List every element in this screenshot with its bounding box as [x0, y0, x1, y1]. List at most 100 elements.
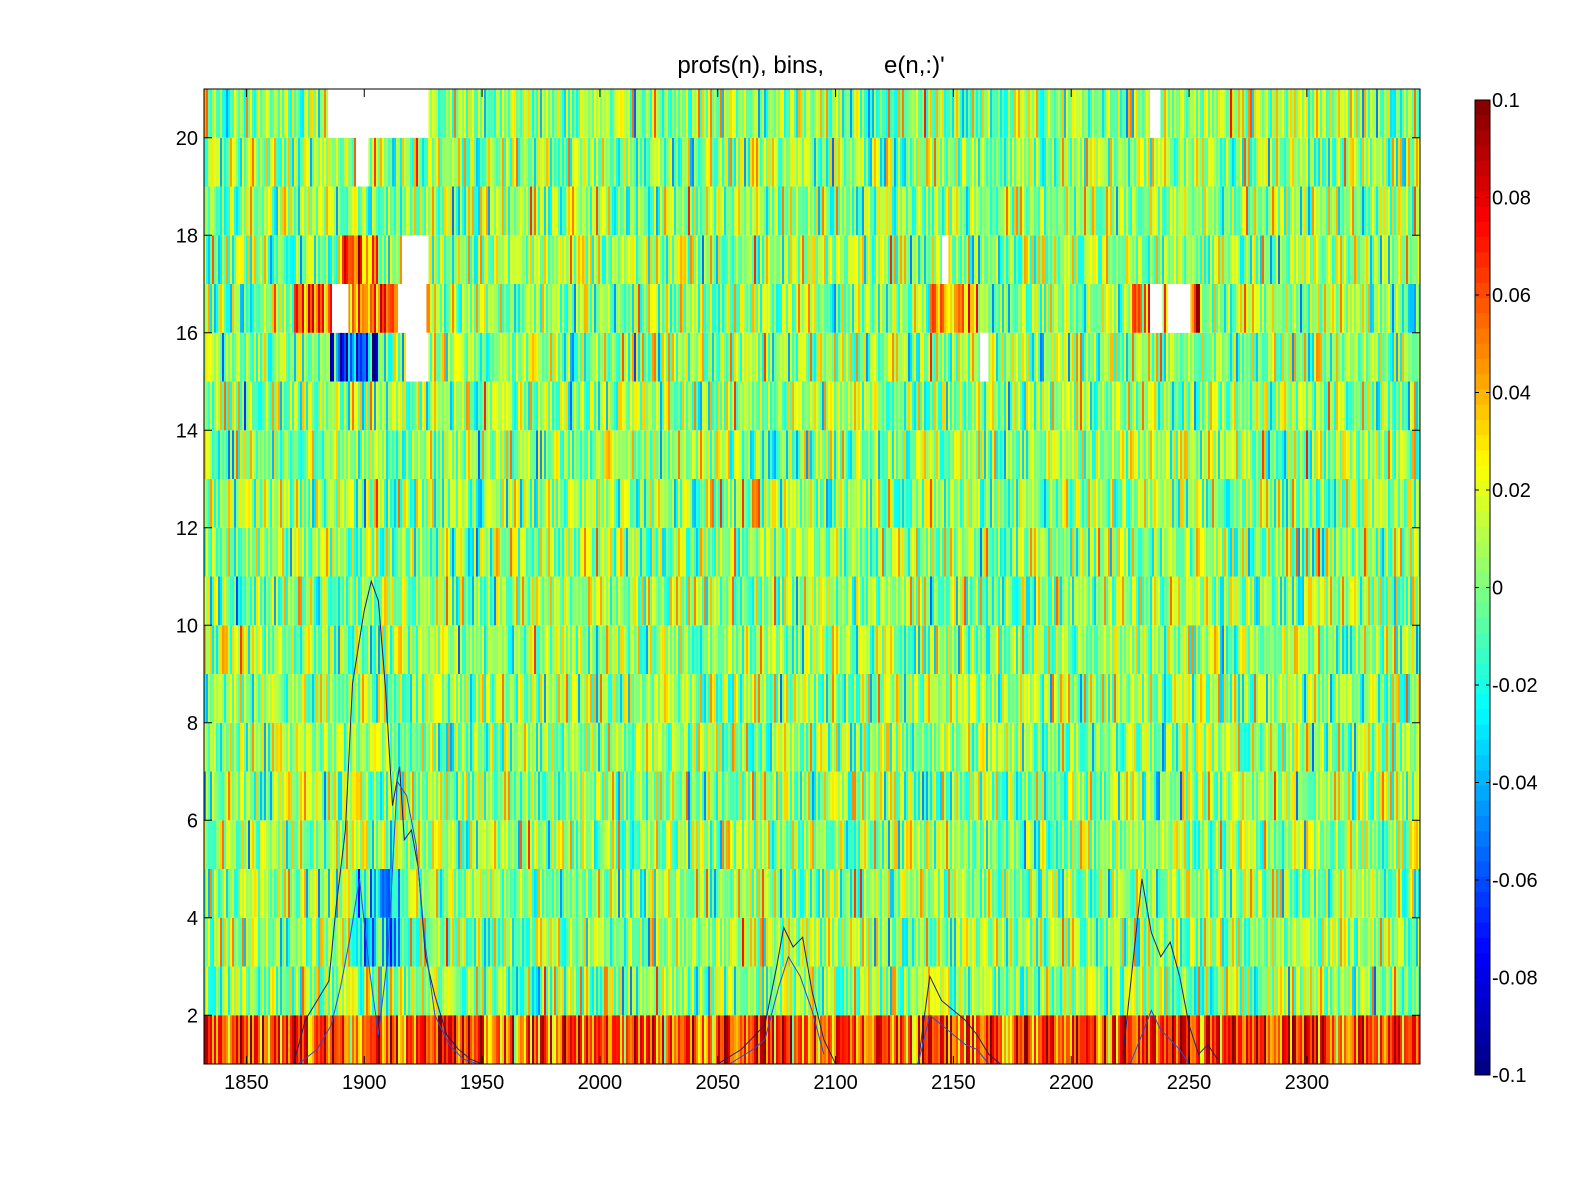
heatmap-cell [292, 917, 295, 967]
heatmap-cell [900, 966, 903, 1016]
heatmap-cell [730, 1015, 733, 1064]
heatmap-cell [1346, 917, 1349, 967]
heatmap-cell [572, 917, 575, 967]
heatmap-cell [464, 917, 467, 967]
heatmap-cell [946, 869, 949, 918]
heatmap-cell [310, 966, 313, 1016]
heatmap-cell [282, 869, 285, 918]
heatmap-cell [388, 869, 391, 918]
heatmap-cell [752, 1015, 755, 1064]
heatmap-cell [466, 917, 469, 967]
heatmap-cell [1238, 917, 1241, 967]
heatmap-cell [1380, 869, 1383, 918]
heatmap-cell [1008, 1015, 1011, 1064]
heatmap-cell [340, 869, 343, 918]
heatmap-cell [608, 820, 611, 869]
heatmap-cell [1012, 869, 1015, 918]
heatmap-cell [1354, 917, 1357, 967]
heatmap-cell [1328, 917, 1331, 967]
heatmap-cell [360, 917, 363, 967]
heatmap-cell [1192, 917, 1195, 967]
heatmap-cell [980, 1015, 983, 1064]
heatmap-cell [990, 1015, 993, 1064]
heatmap-cell [660, 917, 663, 967]
heatmap-cell [1166, 869, 1169, 918]
heatmap-cell [332, 966, 335, 1016]
heatmap-cell [442, 966, 445, 1016]
heatmap-cell [290, 869, 293, 918]
heatmap-cell [1108, 869, 1111, 918]
heatmap-cell [988, 917, 991, 967]
heatmap-cell [882, 869, 885, 918]
heatmap-cell [988, 869, 991, 918]
heatmap-cell [930, 1015, 933, 1064]
heatmap-cell [1266, 966, 1269, 1016]
heatmap-cell [624, 820, 627, 869]
heatmap-cell [776, 966, 779, 1016]
heatmap-cell [760, 966, 763, 1016]
heatmap-cell [1164, 966, 1167, 1016]
heatmap-cell [562, 966, 565, 1016]
heatmap-cell [934, 1015, 937, 1064]
heatmap-cell [1352, 917, 1355, 967]
heatmap-cell [374, 1015, 377, 1064]
heatmap-cell [720, 966, 723, 1016]
heatmap-cell [1058, 1015, 1061, 1064]
heatmap-cell [412, 966, 415, 1016]
heatmap-cell [564, 1015, 567, 1064]
heatmap-cell [1216, 869, 1219, 918]
heatmap-cell [420, 917, 423, 967]
heatmap-cell [952, 1015, 955, 1064]
heatmap-cell [494, 917, 497, 967]
heatmap-cell [520, 1015, 523, 1064]
heatmap-cell [322, 917, 325, 967]
heatmap-cell [618, 1015, 621, 1064]
heatmap-cell [1400, 917, 1403, 967]
heatmap-cell [906, 1015, 909, 1064]
heatmap-cell [1382, 966, 1385, 1016]
heatmap-cell [400, 820, 403, 869]
heatmap-cell [858, 917, 861, 967]
heatmap-cell [532, 917, 535, 967]
heatmap-cell [610, 1015, 613, 1064]
heatmap-cell [392, 917, 395, 967]
heatmap-cell [1118, 966, 1121, 1016]
heatmap-cell [276, 1015, 279, 1064]
heatmap-cell [760, 917, 763, 967]
heatmap-cell [1342, 869, 1345, 918]
heatmap-cell [278, 869, 281, 918]
heatmap-cell [240, 917, 243, 967]
heatmap-cell [1398, 966, 1401, 1016]
heatmap-cell [712, 1015, 715, 1064]
heatmap-cell [416, 966, 419, 1016]
heatmap-cell [830, 917, 833, 967]
heatmap-cell [604, 869, 607, 918]
heatmap-cell [1236, 917, 1239, 967]
heatmap-cell [352, 1015, 355, 1064]
heatmap-cell [250, 869, 253, 918]
heatmap-cell [238, 917, 241, 967]
heatmap-cell [1152, 966, 1155, 1016]
heatmap-cell [1358, 966, 1361, 1016]
heatmap-cell [476, 966, 479, 1016]
heatmap-cell [256, 1015, 259, 1064]
heatmap-cell [850, 917, 853, 967]
heatmap-cell [662, 966, 665, 1016]
heatmap-cell [704, 966, 707, 1016]
heatmap-cell [826, 1015, 829, 1064]
heatmap-cell [374, 869, 377, 918]
heatmap-cell [676, 917, 679, 967]
heatmap-cell [562, 917, 565, 967]
heatmap-cell [720, 917, 723, 967]
heatmap-cell [1216, 1015, 1219, 1064]
heatmap-cell [232, 869, 235, 918]
heatmap-cell [586, 966, 589, 1016]
heatmap-cell [802, 966, 805, 1016]
heatmap-cell [444, 917, 447, 967]
heatmap-cell [286, 917, 289, 967]
heatmap-cell [1340, 966, 1343, 1016]
heatmap-cell [1278, 869, 1281, 918]
heatmap-cell [1320, 1015, 1323, 1064]
heatmap-cell [1256, 1015, 1259, 1064]
heatmap-cell [558, 820, 561, 869]
